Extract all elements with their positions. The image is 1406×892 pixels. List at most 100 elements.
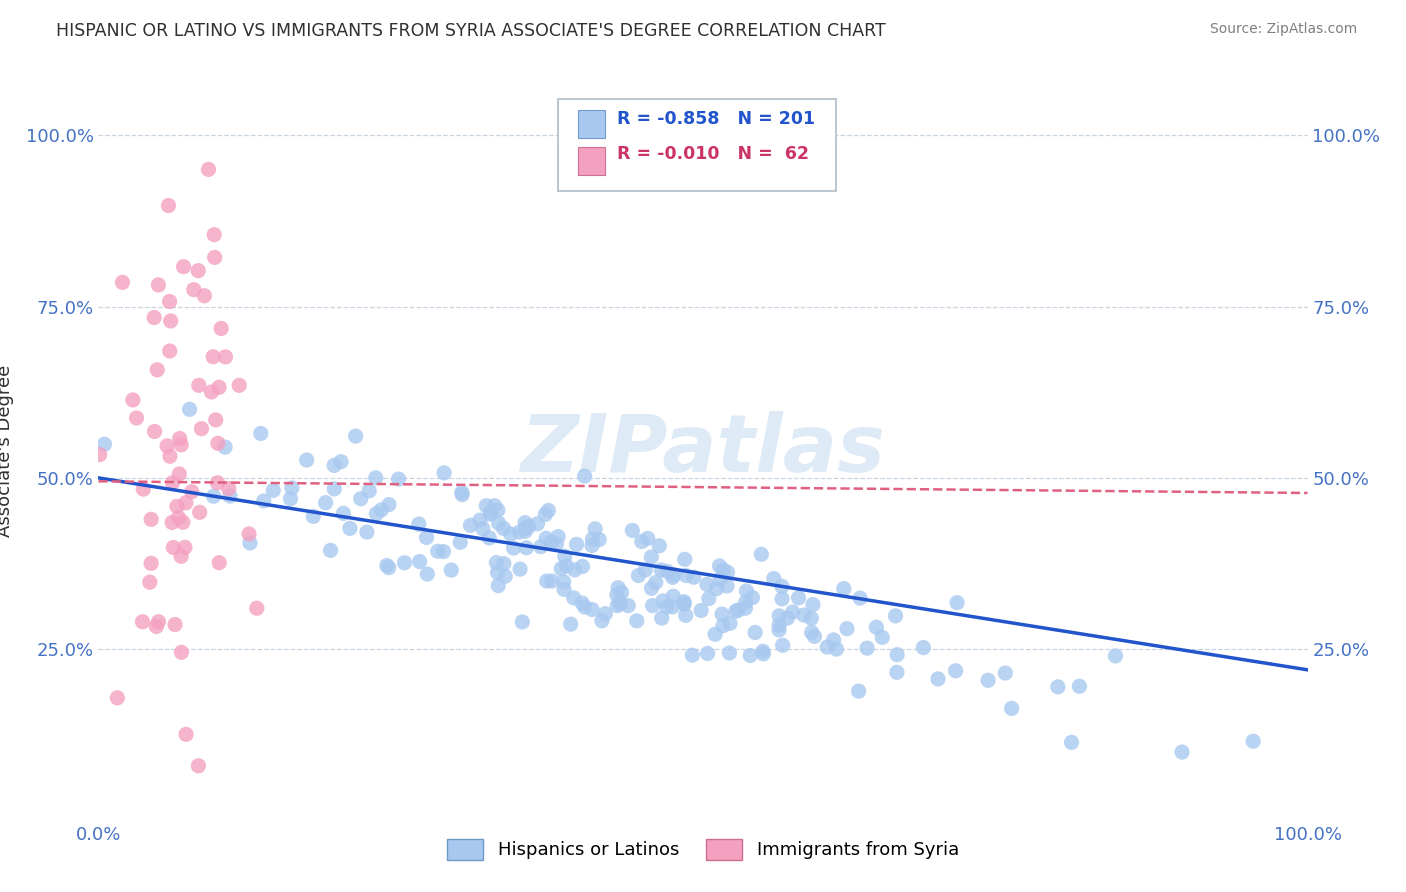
Point bbox=[768, 623, 790, 637]
Point bbox=[547, 530, 569, 544]
Point bbox=[716, 579, 738, 593]
Point bbox=[159, 294, 181, 309]
Point bbox=[1104, 648, 1126, 663]
Point bbox=[479, 505, 502, 519]
Point bbox=[571, 596, 593, 610]
Point bbox=[218, 482, 240, 496]
Point bbox=[657, 565, 679, 579]
Point bbox=[886, 665, 908, 680]
Point bbox=[581, 539, 603, 553]
Point bbox=[204, 413, 226, 427]
Point bbox=[174, 541, 197, 555]
Point bbox=[167, 510, 190, 524]
Point bbox=[865, 620, 887, 634]
Point bbox=[550, 562, 572, 576]
Point bbox=[606, 599, 628, 613]
Point bbox=[718, 646, 741, 660]
Point bbox=[534, 508, 557, 522]
Point bbox=[530, 540, 553, 554]
Point bbox=[946, 596, 969, 610]
Text: HISPANIC OR LATINO VS IMMIGRANTS FROM SYRIA ASSOCIATE'S DEGREE CORRELATION CHART: HISPANIC OR LATINO VS IMMIGRANTS FROM SY… bbox=[56, 22, 886, 40]
Point bbox=[315, 496, 337, 510]
Point bbox=[197, 162, 219, 177]
Point bbox=[344, 429, 367, 443]
Point bbox=[621, 524, 644, 538]
Text: Source: ZipAtlas.com: Source: ZipAtlas.com bbox=[1209, 22, 1357, 37]
Point bbox=[540, 574, 562, 588]
Point bbox=[174, 727, 197, 741]
Point bbox=[727, 603, 749, 617]
Point bbox=[190, 422, 212, 436]
Point bbox=[202, 489, 225, 503]
Point bbox=[163, 617, 186, 632]
Point bbox=[323, 458, 346, 473]
Point bbox=[1171, 745, 1194, 759]
Point bbox=[711, 563, 734, 577]
Point bbox=[1060, 735, 1083, 749]
Point bbox=[770, 591, 793, 606]
Point bbox=[166, 500, 188, 514]
Point bbox=[607, 581, 630, 595]
Point bbox=[302, 509, 325, 524]
Point bbox=[641, 599, 664, 613]
Point bbox=[228, 378, 250, 392]
Point bbox=[782, 605, 804, 619]
Point bbox=[359, 483, 381, 498]
Point bbox=[609, 595, 631, 609]
Point bbox=[610, 585, 633, 599]
Point bbox=[681, 648, 703, 663]
Point bbox=[132, 482, 155, 496]
Point bbox=[696, 577, 718, 591]
Point bbox=[927, 672, 949, 686]
Point bbox=[1001, 701, 1024, 715]
Point bbox=[93, 437, 115, 451]
Point bbox=[510, 615, 533, 629]
Point bbox=[740, 648, 762, 663]
Point bbox=[486, 566, 509, 580]
Point bbox=[492, 521, 515, 535]
Point bbox=[977, 673, 1000, 688]
Point bbox=[432, 544, 454, 558]
Point bbox=[515, 521, 537, 535]
Point bbox=[366, 507, 388, 521]
Point bbox=[449, 535, 471, 549]
Point bbox=[588, 533, 610, 547]
Point bbox=[762, 572, 785, 586]
Point bbox=[945, 664, 967, 678]
Point bbox=[704, 627, 727, 641]
Point bbox=[650, 563, 672, 577]
Point bbox=[249, 426, 271, 441]
Point bbox=[214, 350, 236, 364]
Point bbox=[148, 277, 170, 292]
Point bbox=[485, 556, 508, 570]
Point bbox=[486, 503, 509, 517]
Point bbox=[644, 575, 666, 590]
Point bbox=[886, 648, 908, 662]
Point bbox=[172, 516, 194, 530]
Point bbox=[673, 597, 696, 611]
Point bbox=[553, 574, 575, 589]
Point bbox=[169, 467, 191, 481]
Point bbox=[202, 227, 225, 242]
Point bbox=[772, 638, 794, 652]
Point bbox=[803, 629, 825, 643]
Point bbox=[156, 439, 179, 453]
Point bbox=[776, 611, 799, 625]
Point bbox=[394, 556, 416, 570]
Point bbox=[238, 527, 260, 541]
Point bbox=[319, 543, 342, 558]
Point bbox=[800, 625, 823, 640]
Point bbox=[574, 599, 596, 614]
Point bbox=[595, 607, 617, 621]
Point bbox=[508, 525, 530, 540]
Point bbox=[696, 647, 718, 661]
Point bbox=[526, 516, 548, 531]
Point bbox=[634, 563, 657, 577]
Point bbox=[662, 567, 685, 582]
Point bbox=[1241, 734, 1264, 748]
Point bbox=[208, 556, 231, 570]
Point bbox=[735, 584, 758, 599]
Point bbox=[709, 558, 731, 573]
Point bbox=[111, 276, 134, 290]
Point bbox=[697, 591, 720, 606]
